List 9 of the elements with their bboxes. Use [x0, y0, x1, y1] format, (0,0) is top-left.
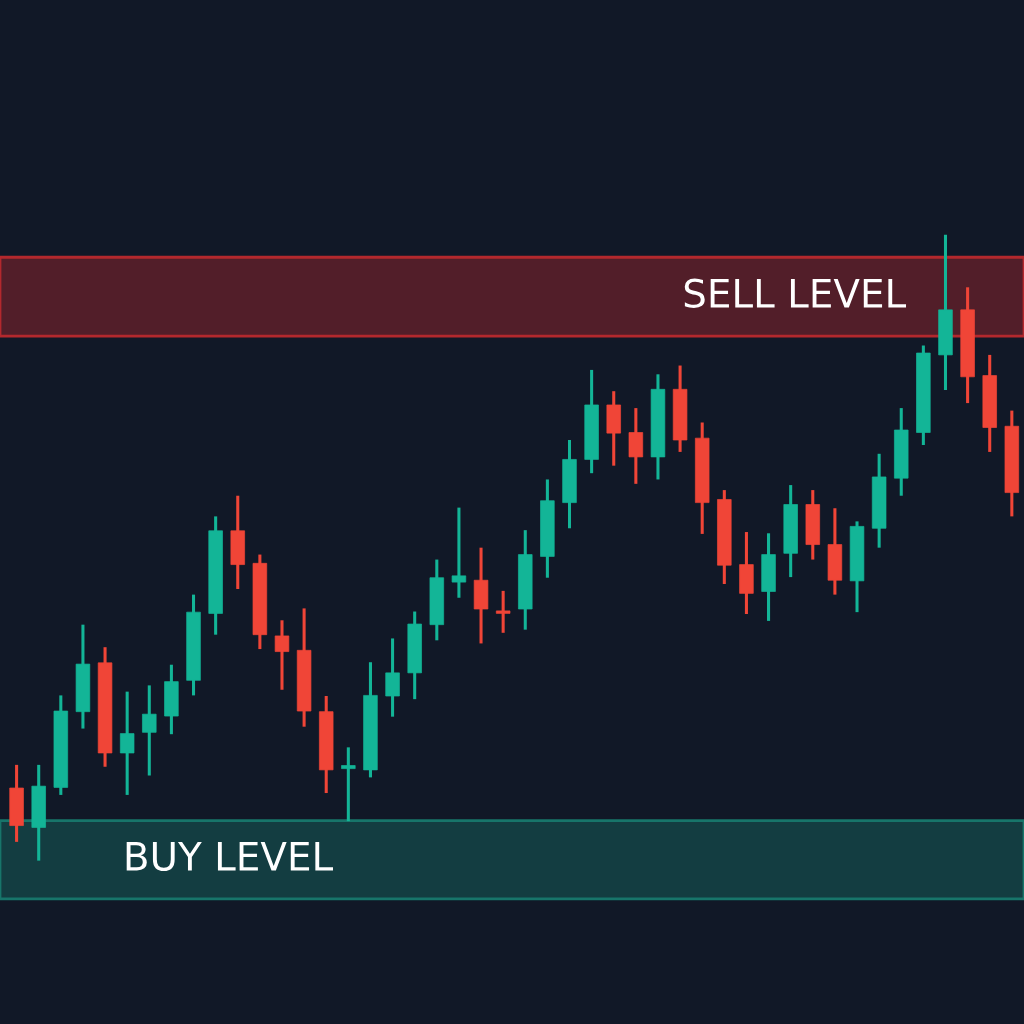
candlestick	[451, 507, 467, 598]
candlestick	[495, 589, 511, 633]
candlestick	[142, 685, 157, 776]
candlestick	[341, 747, 356, 823]
candlestick	[119, 691, 135, 795]
band-label: SELL LEVEL	[684, 278, 907, 308]
band-label: BUY LEVEL	[126, 842, 334, 871]
candlestick	[274, 620, 290, 690]
candlestick	[385, 638, 400, 717]
